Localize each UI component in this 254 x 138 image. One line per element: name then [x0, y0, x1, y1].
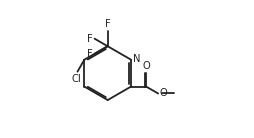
- Text: F: F: [87, 49, 92, 59]
- Text: Cl: Cl: [72, 74, 82, 84]
- Text: N: N: [133, 54, 140, 64]
- Text: O: O: [142, 61, 150, 71]
- Text: F: F: [87, 34, 92, 44]
- Text: F: F: [105, 19, 110, 29]
- Text: O: O: [160, 88, 168, 98]
